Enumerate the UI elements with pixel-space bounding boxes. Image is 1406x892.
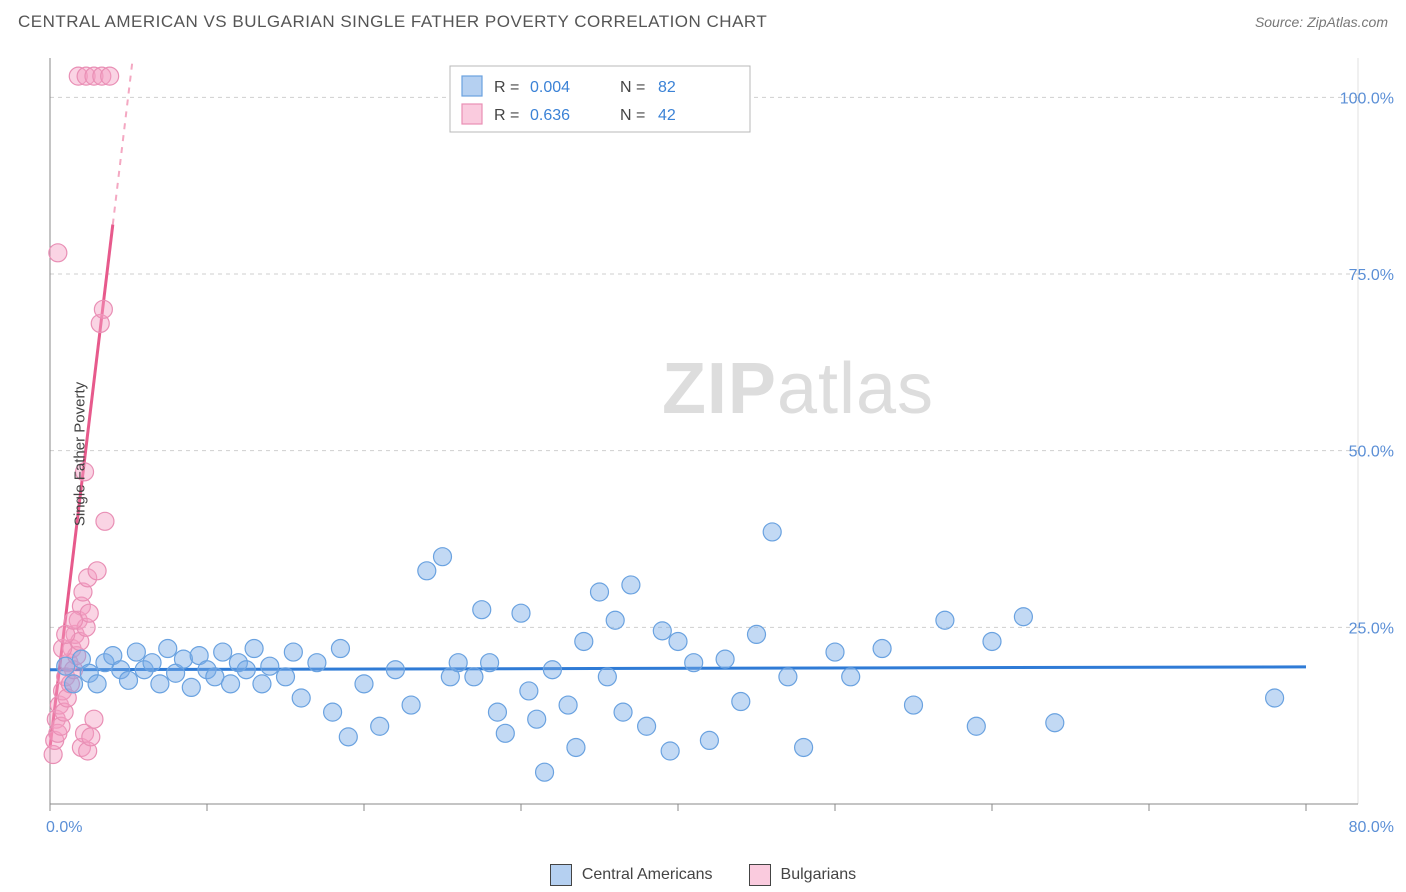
legend-label: Central Americans [582,866,713,884]
svg-text:50.0%: 50.0% [1349,444,1394,461]
chart-header: CENTRAL AMERICAN VS BULGARIAN SINGLE FAT… [0,0,1406,44]
chart-source: Source: ZipAtlas.com [1255,14,1388,30]
legend-item-central-americans: Central Americans [550,864,713,886]
svg-text:25.0%: 25.0% [1349,620,1394,637]
legend-swatch-pink [749,864,771,886]
svg-text:N =: N = [620,107,645,124]
scatter-chart: 25.0% 50.0% 75.0% 100.0% ZIPatlas 0.0% 80.0% R … [0,44,1406,864]
svg-text:N =: N = [620,79,645,96]
y-axis-label: Single Father Poverty [72,382,89,526]
bottom-legend: Central Americans Bulgarians [0,864,1406,886]
legend-item-bulgarians: Bulgarians [749,864,857,886]
svg-text:R =: R = [494,107,519,124]
legend-swatch-blue [550,864,572,886]
legend-label: Bulgarians [781,866,857,884]
svg-text:0.636: 0.636 [530,107,570,124]
svg-text:0.004: 0.004 [530,79,570,96]
svg-text:75.0%: 75.0% [1349,267,1394,284]
svg-text:0.0%: 0.0% [46,819,82,836]
svg-text:80.0%: 80.0% [1349,819,1394,836]
svg-text:82: 82 [658,79,676,96]
svg-text:100.0%: 100.0% [1340,90,1394,107]
svg-text:42: 42 [658,107,676,124]
svg-text:ZIPatlas: ZIPatlas [662,349,934,429]
chart-title: CENTRAL AMERICAN VS BULGARIAN SINGLE FAT… [18,12,767,32]
plot-area: Single Father Poverty 25.0% 50.0% 75.0% 100… [0,44,1406,864]
svg-text:R =: R = [494,79,519,96]
